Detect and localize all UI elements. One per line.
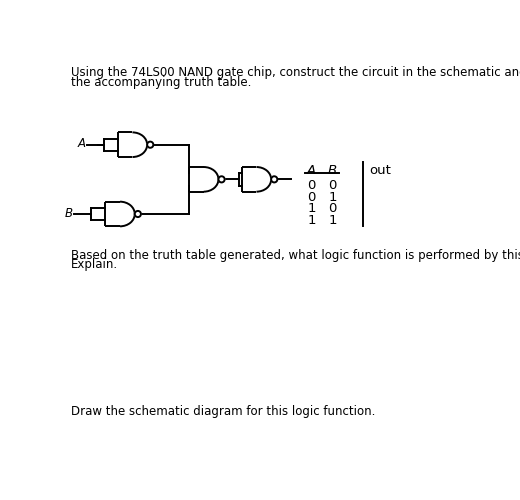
Text: 1: 1 <box>328 214 336 227</box>
Text: the accompanying truth table.: the accompanying truth table. <box>71 76 252 89</box>
Text: 1: 1 <box>307 214 316 227</box>
Text: 0: 0 <box>328 202 336 215</box>
Text: Using the 74LS00 NAND gate chip, construct the circuit in the schematic and comp: Using the 74LS00 NAND gate chip, constru… <box>71 66 520 79</box>
Text: 0: 0 <box>328 180 336 192</box>
Text: B: B <box>328 164 337 177</box>
Text: A: A <box>77 138 85 150</box>
Text: 0: 0 <box>307 180 316 192</box>
Text: Based on the truth table generated, what logic function is performed by this cir: Based on the truth table generated, what… <box>71 248 520 262</box>
Text: 1: 1 <box>328 191 336 204</box>
Text: Explain.: Explain. <box>71 258 119 271</box>
Text: A: A <box>307 164 316 177</box>
Circle shape <box>147 142 153 148</box>
Text: out: out <box>370 164 392 177</box>
Text: B: B <box>65 206 73 220</box>
Text: Draw the schematic diagram for this logic function.: Draw the schematic diagram for this logi… <box>71 405 375 418</box>
Circle shape <box>135 211 141 217</box>
Circle shape <box>271 176 277 182</box>
Text: 1: 1 <box>307 202 316 215</box>
Text: 0: 0 <box>307 191 316 204</box>
Circle shape <box>218 176 225 182</box>
